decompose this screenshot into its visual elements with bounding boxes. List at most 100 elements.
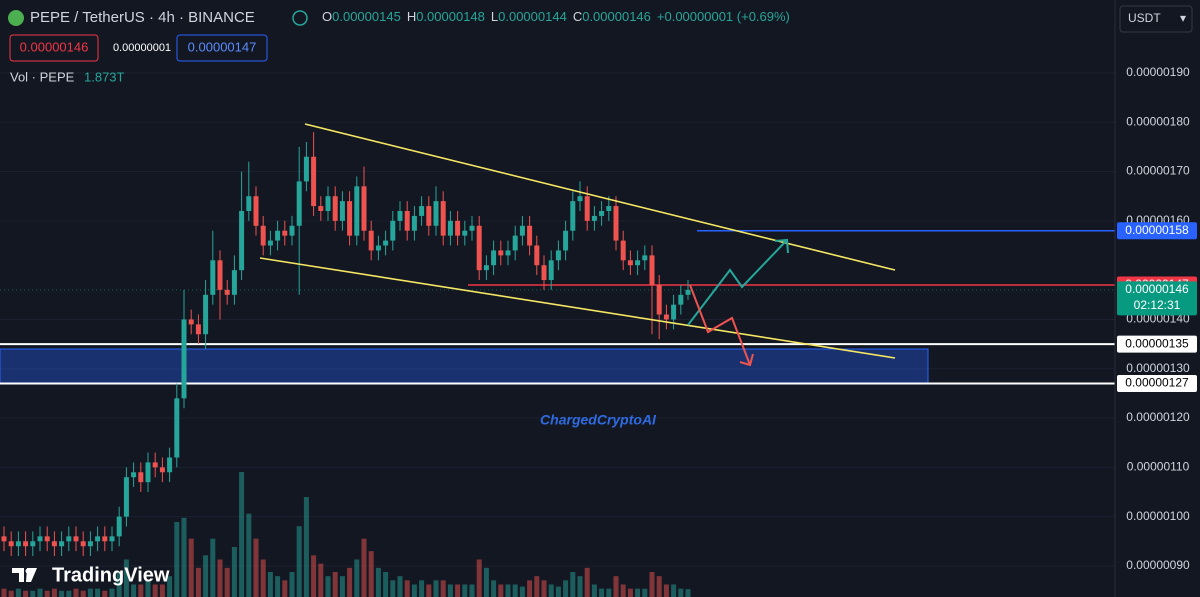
candle-body <box>555 250 561 261</box>
volume-bar <box>433 580 439 597</box>
volume-title: Vol · PEPE <box>10 69 75 84</box>
candle-body <box>116 516 122 537</box>
candle-body <box>577 196 583 202</box>
level-box <box>1117 222 1197 240</box>
level-box <box>1117 335 1197 353</box>
candle-body <box>491 250 497 266</box>
volume-bar <box>606 588 612 597</box>
candle-body <box>260 225 266 246</box>
volume-bar <box>224 567 230 597</box>
symbol-icon <box>8 10 24 26</box>
y-tick-label: 0.00000180 <box>1126 114 1190 128</box>
volume-bar <box>289 572 295 597</box>
candle-body <box>390 220 396 241</box>
candle-body <box>368 230 374 251</box>
volume-bar <box>267 572 273 597</box>
volume-bar <box>656 576 662 597</box>
candle-body <box>224 289 230 295</box>
volume-bar <box>519 586 525 597</box>
volume-bar <box>462 584 468 597</box>
level-box <box>1117 375 1197 393</box>
volume-bar <box>303 497 309 597</box>
volume-bar <box>332 572 338 597</box>
symbol: PEPE / TetherUS · 4h · BINANCE <box>30 9 255 26</box>
volume-bar <box>671 584 677 597</box>
volume-bar <box>368 551 374 597</box>
candle-body <box>455 220 461 236</box>
candle-body <box>419 206 425 216</box>
candle-body <box>469 225 475 231</box>
candle-body <box>483 265 489 271</box>
buy-button[interactable] <box>176 34 268 62</box>
volume-bar <box>347 567 353 597</box>
logo-icon <box>12 568 37 582</box>
volume-bar <box>570 572 576 597</box>
candle-body <box>303 156 309 182</box>
volume-bar <box>491 580 497 597</box>
candle-body <box>678 294 684 305</box>
volume-bar <box>663 584 669 597</box>
currency[interactable]: USDT <box>1128 11 1161 25</box>
volume-bar <box>642 588 648 597</box>
candle-body <box>498 250 504 256</box>
candle-body <box>627 260 633 266</box>
countdown: 02:12:31 <box>1134 298 1181 312</box>
buy-price[interactable]: 0.00000147 <box>188 39 257 54</box>
ohlc-value: 0.00000144 <box>498 9 567 24</box>
candle-body <box>318 206 324 211</box>
volume-bar <box>512 584 518 597</box>
candle-body <box>275 230 281 241</box>
volume-bar <box>37 588 43 597</box>
candle-body <box>541 265 547 281</box>
candle-body <box>397 210 403 221</box>
volume-bar <box>649 572 655 597</box>
volume-bar <box>534 576 540 597</box>
volume-bar <box>548 584 554 597</box>
y-tick-label: 0.00000130 <box>1126 361 1190 375</box>
sell-price[interactable]: 0.00000146 <box>20 39 89 54</box>
volume-bar <box>188 538 194 597</box>
y-tick-label: 0.00000090 <box>1126 558 1190 572</box>
volume-bar <box>577 576 583 597</box>
volume-bar <box>426 584 432 597</box>
volume-bar <box>447 584 453 597</box>
volume-bar <box>469 584 475 597</box>
level-label: 0.00000146 <box>1125 282 1189 296</box>
eye-icon[interactable] <box>292 10 308 26</box>
candle-body <box>203 294 209 335</box>
candle-body <box>613 206 619 241</box>
volume-bar <box>627 588 633 597</box>
ohlc-change: +0.00000001 (+0.69%) <box>657 9 790 24</box>
volume-bar <box>419 580 425 597</box>
candle-body <box>375 245 381 251</box>
candle-body <box>109 536 115 542</box>
sell-button[interactable] <box>9 34 99 62</box>
candle-body <box>462 230 468 236</box>
volume-bar <box>30 590 36 597</box>
volume-bar <box>59 590 65 597</box>
level-box <box>1117 281 1197 316</box>
candle-body <box>44 536 50 542</box>
candle-body <box>217 260 223 290</box>
volume-bar <box>152 584 158 597</box>
candle-body <box>174 398 180 458</box>
volume-bar <box>275 576 281 597</box>
candle-body <box>685 289 691 295</box>
volume-bar <box>685 589 691 597</box>
y-tick-label: 0.00000190 <box>1126 65 1190 79</box>
candle-body <box>66 536 72 542</box>
logo-text: TradingView <box>52 564 170 586</box>
volume-bar <box>397 576 403 597</box>
candle-body <box>253 196 259 226</box>
currency-button[interactable] <box>1119 5 1193 33</box>
volume-bar <box>318 563 324 597</box>
candle-body <box>606 206 612 211</box>
ohlc: O0.00000145 H0.00000148 L0.00000144 C0.0000… <box>322 9 790 24</box>
volume-bar <box>563 580 569 597</box>
volume-bar <box>390 580 396 597</box>
ohlc-value: 0.00000148 <box>416 9 485 24</box>
candle-body <box>102 536 108 542</box>
volume-bar <box>527 580 533 597</box>
volume-bar <box>195 567 201 597</box>
